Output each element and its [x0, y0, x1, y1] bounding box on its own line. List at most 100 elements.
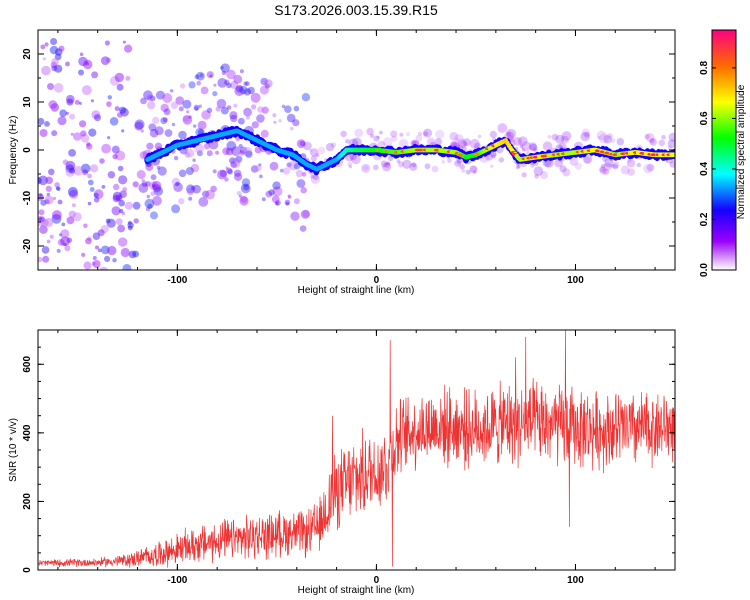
- spectrogram-blob: [68, 210, 76, 218]
- spectrogram-blob: [171, 204, 181, 214]
- spectrogram-blob: [234, 86, 245, 97]
- spectrogram-blob: [203, 143, 210, 150]
- spectrogram-blob: [190, 185, 195, 191]
- spectrogram-blob: [533, 166, 544, 176]
- spectrogram-blob: [50, 103, 60, 112]
- snr-panel: -100 0 100 0 200 400 600 Height of straight li…: [8, 329, 676, 596]
- spectrogram-blob: [310, 148, 319, 157]
- spectrogram-blob: [112, 194, 121, 203]
- spectrogram-blob: [240, 183, 251, 194]
- spectrogram-blob: [363, 165, 369, 171]
- spectrogram-blob: [163, 108, 171, 116]
- spectrogram-blob: [296, 139, 306, 149]
- spectrogram-blob: [661, 135, 666, 140]
- spectrogram-blob: [182, 115, 193, 125]
- spectrogram-blob: [38, 256, 43, 263]
- spectrogram-blob: [268, 189, 275, 196]
- spectrogram-blob: [67, 186, 78, 197]
- spectrogram-blob: [152, 116, 160, 124]
- spectrogram-blob: [636, 162, 641, 168]
- spectrogram-blob: [178, 106, 184, 112]
- spectrogram-blob: [616, 137, 625, 146]
- spectrogram-blob: [497, 123, 508, 133]
- spectrogram-blob: [284, 199, 291, 206]
- spectrogram-blob: [233, 74, 243, 84]
- spectrogram-blob: [140, 129, 144, 133]
- snr-y-tick-label: 600: [22, 356, 33, 373]
- spectrogram-blob: [366, 127, 374, 136]
- spectrogram-blob: [117, 224, 125, 233]
- spectrogram-blob: [612, 161, 620, 169]
- spectrogram-blob: [132, 201, 141, 210]
- spectrogram-blob: [127, 220, 132, 225]
- spectrogram-x-tick-label: 0: [374, 275, 380, 286]
- spectrogram-blob: [302, 210, 310, 218]
- spectrogram-blob: [498, 157, 504, 163]
- spectrogram-blob: [245, 150, 253, 158]
- spectrogram-blob: [141, 181, 148, 187]
- spectrogram-blob: [107, 171, 116, 179]
- spectrogram-blob: [477, 134, 482, 139]
- spectrogram-y-axis-label: Frequency (Hz): [8, 116, 19, 185]
- spectrogram-blob: [244, 81, 250, 87]
- spectrogram-blob: [376, 135, 380, 139]
- spectrogram-blob: [260, 129, 269, 138]
- spectrogram-blob: [133, 218, 139, 224]
- spectrogram-blob: [124, 44, 133, 53]
- spectrogram-blob: [178, 169, 187, 178]
- spectrogram-blob: [128, 250, 137, 259]
- spectrogram-blob: [489, 130, 497, 139]
- spectrogram-blob: [41, 246, 50, 254]
- spectrogram-blob: [87, 179, 94, 186]
- spectrogram-blob: [226, 82, 232, 89]
- spectrogram-blob: [201, 110, 211, 120]
- spectrogram-y-tick-label: -10: [22, 190, 33, 205]
- spectrogram-blob: [127, 225, 133, 231]
- spectrogram-blob: [51, 214, 62, 224]
- spectrogram-blob: [449, 132, 459, 141]
- spectrogram-blob: [194, 74, 200, 80]
- spectrogram-blob: [94, 114, 101, 122]
- spectrogram-blob: [151, 183, 159, 190]
- spectrogram-blob: [118, 237, 128, 247]
- spectrogram-blob: [185, 148, 195, 158]
- spectrogram-blob: [100, 225, 109, 234]
- spectrogram-blob: [65, 111, 69, 115]
- spectrogram-blob: [424, 163, 431, 170]
- spectrogram-blob: [236, 190, 242, 196]
- spectrogram-blob: [38, 216, 43, 221]
- spectrogram-blob: [70, 132, 74, 136]
- spectrogram-blob: [264, 83, 270, 89]
- spectrogram-blob: [219, 170, 227, 178]
- spectrogram-blob: [581, 128, 591, 137]
- spectrogram-blob: [290, 211, 300, 221]
- spectrogram-blob: [93, 197, 100, 203]
- spectrogram-blob: [44, 121, 50, 127]
- spectrogram-blob: [182, 99, 192, 109]
- spectrogram-blob: [234, 172, 243, 181]
- spectrogram-blob: [667, 139, 675, 148]
- spectrogram-blob: [415, 134, 423, 142]
- spectrogram-blob: [279, 168, 284, 173]
- spectrogram-blob: [217, 169, 227, 180]
- spectrogram-blob: [423, 131, 429, 137]
- spectrogram-blob: [513, 137, 522, 146]
- spectrogram-blob: [106, 218, 116, 228]
- spectrogram-blob: [530, 163, 535, 168]
- spectrogram-blob: [45, 185, 52, 192]
- spectrogram-blob: [559, 165, 567, 173]
- spectrogram-blob: [607, 133, 613, 139]
- spectrogram-blob: [554, 158, 563, 168]
- spectrogram-blob: [104, 40, 110, 46]
- spectrogram-blob: [111, 145, 120, 154]
- spectrogram-blob: [377, 140, 386, 149]
- spectrogram-blob: [206, 107, 213, 114]
- spectrogram-blob: [584, 131, 590, 138]
- spectrogram-blob: [61, 222, 66, 227]
- spectrogram-blob: [122, 40, 126, 44]
- spectrogram-blob: [101, 185, 106, 189]
- spectrogram-blob: [519, 144, 524, 149]
- spectrogram-blob: [382, 162, 392, 172]
